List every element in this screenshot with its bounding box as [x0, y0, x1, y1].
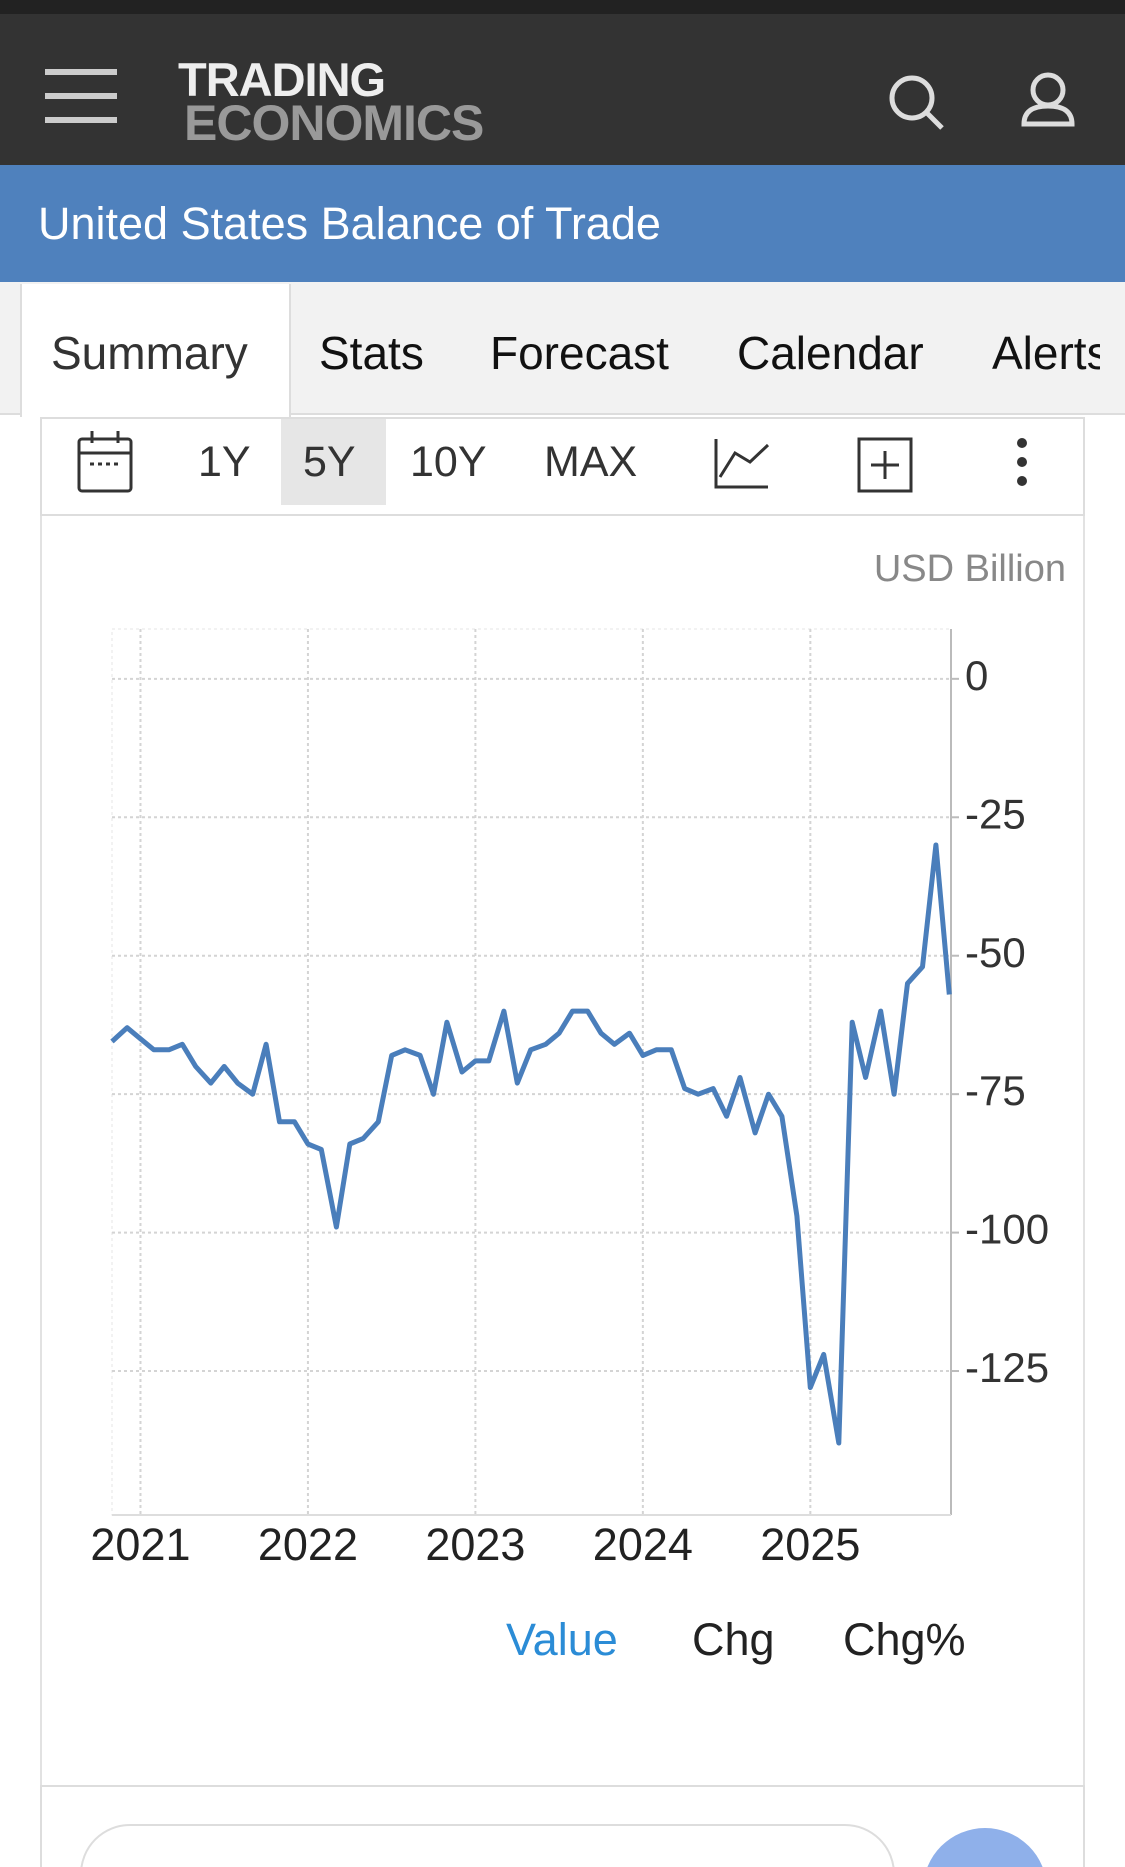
top-icons: [45, 69, 1075, 130]
range-selected: [281, 419, 386, 505]
page-title: United States Balance of Trade: [38, 198, 661, 249]
input-card: [40, 1785, 1085, 1867]
y-tick-label: -125: [965, 1344, 1049, 1391]
x-tick-label: 2024: [593, 1519, 693, 1570]
tab[interactable]: Stats: [319, 327, 424, 379]
top-bar: [0, 0, 1125, 165]
data-line: [110, 842, 952, 1446]
x-tick-label: 2022: [258, 1519, 358, 1570]
tab[interactable]: Summary: [51, 327, 248, 379]
y-tick-label: 0: [965, 652, 988, 699]
tab[interactable]: Calendar: [737, 327, 924, 379]
range-button[interactable]: 1Y: [198, 438, 251, 486]
range-icons: [77, 431, 1027, 493]
x-tick-label: 2025: [760, 1519, 860, 1570]
user-icon[interactable]: [1021, 72, 1075, 127]
range-button[interactable]: 10Y: [410, 438, 487, 486]
range-button[interactable]: 5Y: [303, 438, 356, 486]
menu-icon[interactable]: [45, 69, 117, 123]
search-input[interactable]: [80, 1824, 895, 1867]
view-tab[interactable]: Value: [506, 1614, 618, 1665]
y-tick-label: -75: [965, 1067, 1026, 1114]
add-icon[interactable]: [857, 437, 913, 493]
y-tick-label: -50: [965, 929, 1026, 976]
y-tick-label: -25: [965, 790, 1026, 837]
view-tab[interactable]: Chg%: [843, 1614, 966, 1665]
logo-line1[interactable]: TRADING: [178, 53, 386, 106]
more-icon[interactable]: [1017, 438, 1027, 486]
x-tick-label: 2021: [90, 1519, 190, 1570]
calendar-icon[interactable]: [77, 431, 133, 493]
tab[interactable]: Alerts: [992, 327, 1100, 379]
y-tick-label: -100: [965, 1206, 1049, 1253]
x-tick-label: 2023: [425, 1519, 525, 1570]
range-button[interactable]: MAX: [544, 438, 638, 486]
unit-label: USD Billion: [874, 548, 1066, 590]
logo-line2[interactable]: ECONOMICS: [184, 95, 484, 151]
plot-frame: [111, 628, 952, 1516]
active-tab: [20, 284, 291, 417]
search-icon[interactable]: [889, 75, 944, 130]
chart-type-icon[interactable]: [714, 439, 770, 489]
title-band: [0, 165, 1125, 282]
tab[interactable]: Forecast: [490, 327, 669, 379]
view-tab[interactable]: Chg: [692, 1614, 775, 1665]
range-bar: [40, 417, 1085, 516]
